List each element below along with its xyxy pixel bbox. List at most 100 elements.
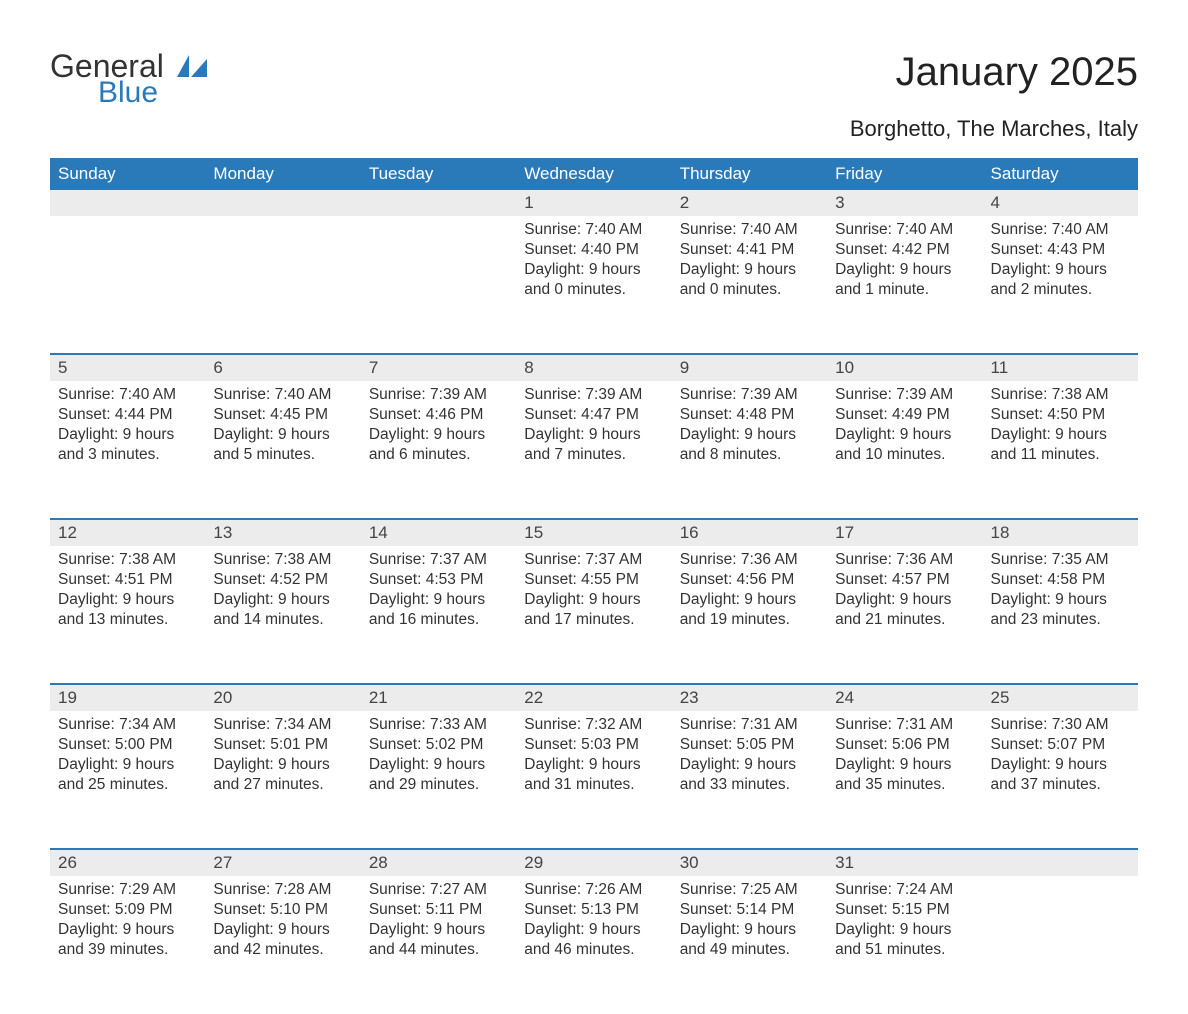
sunrise-line: Sunrise: 7:34 AM (213, 715, 352, 735)
daylight-line: Daylight: 9 hours and 17 minutes. (524, 590, 663, 630)
sunset-line: Sunset: 4:40 PM (524, 240, 663, 260)
sunset-line: Sunset: 4:48 PM (680, 405, 819, 425)
sunset-line: Sunset: 5:07 PM (991, 735, 1130, 755)
sunrise-line: Sunrise: 7:25 AM (680, 880, 819, 900)
day-9-details: Sunrise: 7:39 AMSunset: 4:48 PMDaylight:… (672, 381, 827, 519)
day-13-details: Sunrise: 7:38 AMSunset: 4:52 PMDaylight:… (205, 546, 360, 684)
day-30-number: 30 (672, 849, 827, 876)
day-25-details: Sunrise: 7:30 AMSunset: 5:07 PMDaylight:… (983, 711, 1138, 849)
day-17-details: Sunrise: 7:36 AMSunset: 4:57 PMDaylight:… (827, 546, 982, 684)
day-8-number: 8 (516, 354, 671, 381)
sunset-line: Sunset: 4:45 PM (213, 405, 352, 425)
daylight-line: Daylight: 9 hours and 46 minutes. (524, 920, 663, 960)
day-10-details: Sunrise: 7:39 AMSunset: 4:49 PMDaylight:… (827, 381, 982, 519)
daylight-line: Daylight: 9 hours and 21 minutes. (835, 590, 974, 630)
sunset-line: Sunset: 4:50 PM (991, 405, 1130, 425)
sunset-line: Sunset: 5:06 PM (835, 735, 974, 755)
header: General Blue January 2025 (50, 50, 1138, 108)
week-4-daynums: 262728293031 (50, 849, 1138, 876)
weekday-header-tuesday: Tuesday (361, 158, 516, 190)
day-17-number: 17 (827, 519, 982, 546)
sunset-line: Sunset: 4:57 PM (835, 570, 974, 590)
day-11-number: 11 (983, 354, 1138, 381)
sunrise-line: Sunrise: 7:40 AM (524, 220, 663, 240)
sunrise-line: Sunrise: 7:40 AM (680, 220, 819, 240)
sunset-line: Sunset: 4:56 PM (680, 570, 819, 590)
daylight-line: Daylight: 9 hours and 19 minutes. (680, 590, 819, 630)
daylight-line: Daylight: 9 hours and 10 minutes. (835, 425, 974, 465)
daylight-line: Daylight: 9 hours and 39 minutes. (58, 920, 197, 960)
weekday-header-thursday: Thursday (672, 158, 827, 190)
empty-cell (983, 849, 1138, 876)
day-31-number: 31 (827, 849, 982, 876)
sunset-line: Sunset: 4:55 PM (524, 570, 663, 590)
day-4-number: 4 (983, 190, 1138, 216)
day-6-number: 6 (205, 354, 360, 381)
sunset-line: Sunset: 5:09 PM (58, 900, 197, 920)
sunset-line: Sunset: 5:13 PM (524, 900, 663, 920)
day-7-details: Sunrise: 7:39 AMSunset: 4:46 PMDaylight:… (361, 381, 516, 519)
week-1-content: Sunrise: 7:40 AMSunset: 4:44 PMDaylight:… (50, 381, 1138, 519)
week-4-content: Sunrise: 7:29 AMSunset: 5:09 PMDaylight:… (50, 876, 1138, 1014)
week-1-daynums: 567891011 (50, 354, 1138, 381)
sunrise-line: Sunrise: 7:39 AM (835, 385, 974, 405)
logo-word2: Blue (98, 78, 207, 108)
daylight-line: Daylight: 9 hours and 35 minutes. (835, 755, 974, 795)
day-15-number: 15 (516, 519, 671, 546)
day-28-details: Sunrise: 7:27 AMSunset: 5:11 PMDaylight:… (361, 876, 516, 1014)
day-24-number: 24 (827, 684, 982, 711)
sunrise-line: Sunrise: 7:35 AM (991, 550, 1130, 570)
empty-cell (50, 190, 205, 216)
sunrise-line: Sunrise: 7:39 AM (369, 385, 508, 405)
week-0-daynums: 1234 (50, 190, 1138, 216)
day-1-number: 1 (516, 190, 671, 216)
day-18-details: Sunrise: 7:35 AMSunset: 4:58 PMDaylight:… (983, 546, 1138, 684)
weekday-header-row: SundayMondayTuesdayWednesdayThursdayFrid… (50, 158, 1138, 190)
day-14-details: Sunrise: 7:37 AMSunset: 4:53 PMDaylight:… (361, 546, 516, 684)
daylight-line: Daylight: 9 hours and 16 minutes. (369, 590, 508, 630)
day-4-details: Sunrise: 7:40 AMSunset: 4:43 PMDaylight:… (983, 216, 1138, 354)
sunset-line: Sunset: 4:44 PM (58, 405, 197, 425)
day-10-number: 10 (827, 354, 982, 381)
day-20-number: 20 (205, 684, 360, 711)
day-15-details: Sunrise: 7:37 AMSunset: 4:55 PMDaylight:… (516, 546, 671, 684)
daylight-line: Daylight: 9 hours and 29 minutes. (369, 755, 508, 795)
daylight-line: Daylight: 9 hours and 27 minutes. (213, 755, 352, 795)
day-14-number: 14 (361, 519, 516, 546)
daylight-line: Daylight: 9 hours and 1 minute. (835, 260, 974, 300)
logo-flag-icon (177, 50, 207, 82)
sunrise-line: Sunrise: 7:24 AM (835, 880, 974, 900)
daylight-line: Daylight: 9 hours and 0 minutes. (680, 260, 819, 300)
sunrise-line: Sunrise: 7:37 AM (524, 550, 663, 570)
sunrise-line: Sunrise: 7:32 AM (524, 715, 663, 735)
sunset-line: Sunset: 4:53 PM (369, 570, 508, 590)
day-2-number: 2 (672, 190, 827, 216)
day-23-details: Sunrise: 7:31 AMSunset: 5:05 PMDaylight:… (672, 711, 827, 849)
day-20-details: Sunrise: 7:34 AMSunset: 5:01 PMDaylight:… (205, 711, 360, 849)
sunrise-line: Sunrise: 7:40 AM (58, 385, 197, 405)
daylight-line: Daylight: 9 hours and 42 minutes. (213, 920, 352, 960)
sunset-line: Sunset: 4:58 PM (991, 570, 1130, 590)
sunrise-line: Sunrise: 7:38 AM (213, 550, 352, 570)
sunrise-line: Sunrise: 7:40 AM (213, 385, 352, 405)
day-29-details: Sunrise: 7:26 AMSunset: 5:13 PMDaylight:… (516, 876, 671, 1014)
week-2-daynums: 12131415161718 (50, 519, 1138, 546)
daylight-line: Daylight: 9 hours and 33 minutes. (680, 755, 819, 795)
sunset-line: Sunset: 4:43 PM (991, 240, 1130, 260)
sunrise-line: Sunrise: 7:37 AM (369, 550, 508, 570)
day-3-details: Sunrise: 7:40 AMSunset: 4:42 PMDaylight:… (827, 216, 982, 354)
week-0-content: Sunrise: 7:40 AMSunset: 4:40 PMDaylight:… (50, 216, 1138, 354)
daylight-line: Daylight: 9 hours and 49 minutes. (680, 920, 819, 960)
week-3-content: Sunrise: 7:34 AMSunset: 5:00 PMDaylight:… (50, 711, 1138, 849)
day-30-details: Sunrise: 7:25 AMSunset: 5:14 PMDaylight:… (672, 876, 827, 1014)
sunrise-line: Sunrise: 7:28 AM (213, 880, 352, 900)
day-27-number: 27 (205, 849, 360, 876)
sunrise-line: Sunrise: 7:34 AM (58, 715, 197, 735)
sunset-line: Sunset: 5:05 PM (680, 735, 819, 755)
day-26-number: 26 (50, 849, 205, 876)
day-13-number: 13 (205, 519, 360, 546)
day-1-details: Sunrise: 7:40 AMSunset: 4:40 PMDaylight:… (516, 216, 671, 354)
daylight-line: Daylight: 9 hours and 14 minutes. (213, 590, 352, 630)
sunrise-line: Sunrise: 7:26 AM (524, 880, 663, 900)
sunset-line: Sunset: 4:47 PM (524, 405, 663, 425)
